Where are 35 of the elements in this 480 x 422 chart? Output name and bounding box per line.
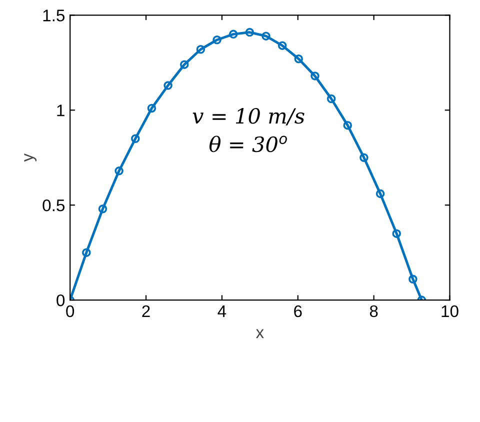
point xyxy=(114,166,124,176)
x-tick-label: 10 xyxy=(442,305,458,318)
point xyxy=(360,153,368,162)
point xyxy=(196,44,206,54)
point xyxy=(180,60,189,69)
point xyxy=(294,54,304,64)
x-tick-label: 0 xyxy=(66,305,74,318)
y-tick-label: 1.5 xyxy=(43,10,65,22)
point xyxy=(82,248,91,257)
x-tick-label: 8 xyxy=(370,305,378,318)
x-tick-label: 6 xyxy=(294,305,302,318)
point xyxy=(262,32,270,40)
point xyxy=(392,229,401,238)
point xyxy=(228,30,238,39)
point xyxy=(131,134,140,144)
y-tick-label: 1 xyxy=(57,104,64,116)
y-tick-label: 0 xyxy=(56,294,65,306)
y-axis-title: y xyxy=(24,153,36,162)
point xyxy=(245,28,254,37)
x-tick-label: 4 xyxy=(218,306,226,317)
point xyxy=(212,36,222,44)
point xyxy=(376,189,385,198)
annotation: v = 10 m/s xyxy=(192,108,304,126)
point xyxy=(164,81,172,90)
point xyxy=(98,204,108,214)
point xyxy=(408,274,418,284)
point xyxy=(326,94,336,104)
point xyxy=(310,72,320,80)
x-tick-label: 2 xyxy=(142,305,150,317)
annotation: θ = 30$^{o}$ xyxy=(209,136,287,152)
point xyxy=(147,104,156,113)
x-axis-title: x xyxy=(256,329,264,338)
point xyxy=(278,41,287,50)
point xyxy=(343,120,352,130)
y-tick-label: 0.5 xyxy=(42,199,65,212)
